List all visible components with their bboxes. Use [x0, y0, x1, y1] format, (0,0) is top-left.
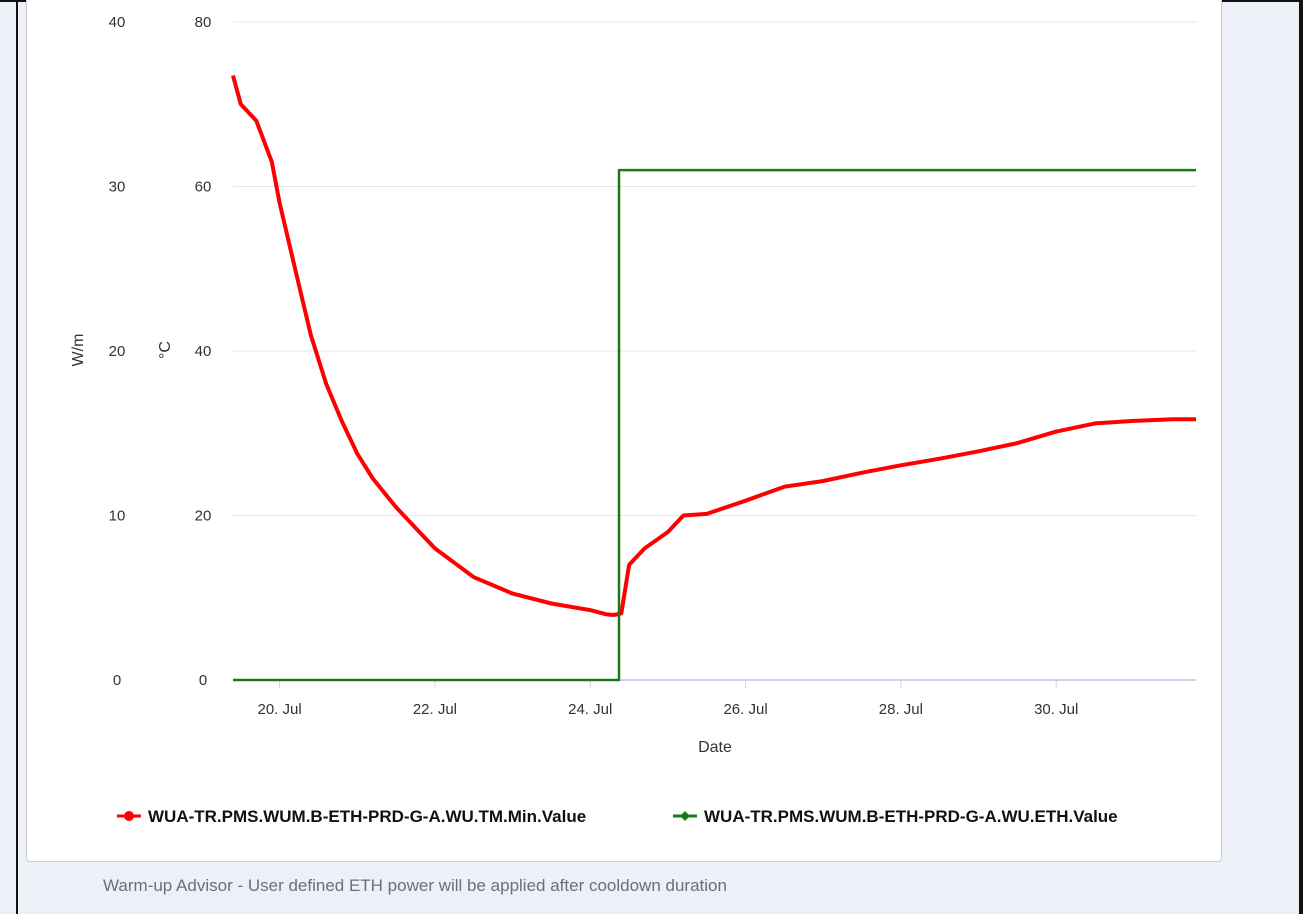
legend: WUA-TR.PMS.WUM.B-ETH-PRD-G-A.WU.TM.Min.V…: [117, 807, 1118, 826]
y-axis-left-ticks: 0 10 20 30 40: [109, 14, 126, 689]
window-border-left: [16, 0, 18, 914]
chart-grid: [233, 21, 1196, 681]
window-border-right: [1299, 0, 1303, 914]
x-tick-label: 20. Jul: [257, 701, 301, 718]
series-line-eth-value[interactable]: [233, 168, 1196, 682]
legend-label-eth-value: WUA-TR.PMS.WUM.B-ETH-PRD-G-A.WU.ETH.Valu…: [704, 807, 1118, 826]
x-axis-title: Date: [698, 739, 732, 756]
y-right-tick-label: 0: [199, 672, 207, 689]
legend-item-min-value[interactable]: WUA-TR.PMS.WUM.B-ETH-PRD-G-A.WU.TM.Min.V…: [117, 807, 586, 826]
y-axis-left-title: W/m: [70, 334, 87, 367]
y-left-tick-label: 0: [113, 672, 121, 689]
y-right-tick-label: 40: [195, 343, 212, 360]
legend-marker-green: [680, 811, 690, 821]
legend-item-eth-value[interactable]: WUA-TR.PMS.WUM.B-ETH-PRD-G-A.WU.ETH.Valu…: [673, 807, 1118, 826]
y-right-tick-label: 60: [195, 179, 212, 196]
y-right-tick-label: 80: [195, 14, 212, 31]
x-axis-ticks: 20. Jul 22. Jul 24. Jul 26. Jul 28. Jul 30. J…: [257, 680, 1078, 718]
y-left-tick-label: 40: [109, 14, 126, 31]
y-axis-right-title: °C: [157, 341, 174, 359]
legend-marker-red: [124, 811, 134, 821]
y-left-tick-label: 30: [109, 179, 126, 196]
x-tick-label: 26. Jul: [723, 701, 767, 718]
x-tick-label: 22. Jul: [413, 701, 457, 718]
y-left-tick-label: 10: [109, 508, 126, 525]
x-tick-label: 28. Jul: [879, 701, 923, 718]
legend-label-min-value: WUA-TR.PMS.WUM.B-ETH-PRD-G-A.WU.TM.Min.V…: [148, 807, 586, 826]
series-layer: [231, 74, 1196, 682]
chart-caption: Warm-up Advisor - User defined ETH power…: [103, 876, 727, 895]
x-tick-label: 30. Jul: [1034, 701, 1078, 718]
y-left-tick-label: 20: [109, 343, 126, 360]
y-right-tick-label: 20: [195, 508, 212, 525]
y-axis-right-ticks: 0 20 40 60 80: [195, 14, 212, 689]
series-line-min-value[interactable]: [231, 74, 1196, 617]
x-tick-label: 24. Jul: [568, 701, 612, 718]
chart-panel: [26, 0, 1222, 862]
